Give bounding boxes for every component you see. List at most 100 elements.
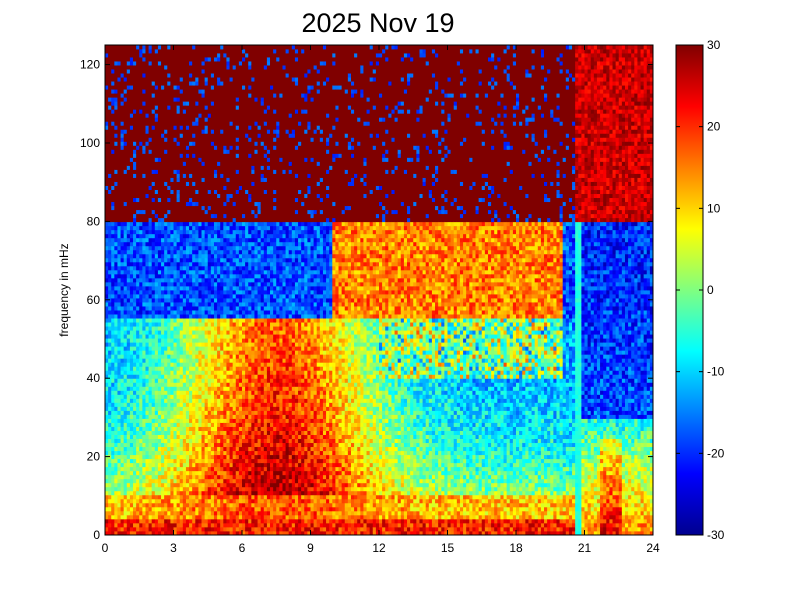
heatmap-cell — [136, 238, 140, 242]
heatmap-cell — [111, 402, 115, 406]
heatmap-cell — [117, 435, 121, 439]
heatmap-cell — [114, 206, 118, 210]
heatmap-cell — [167, 306, 171, 310]
heatmap-cell — [198, 455, 202, 459]
heatmap-cell — [108, 278, 112, 282]
heatmap-cell — [202, 503, 206, 507]
heatmap-cell — [111, 85, 115, 89]
heatmap-cell — [121, 226, 125, 230]
heatmap-cell — [133, 459, 137, 463]
heatmap-cell — [192, 234, 196, 238]
heatmap-cell — [114, 491, 118, 495]
heatmap-cell — [217, 117, 221, 121]
heatmap-cell — [130, 394, 134, 398]
heatmap-cell — [211, 390, 215, 394]
heatmap-cell — [226, 455, 230, 459]
heatmap-cell — [127, 431, 131, 435]
heatmap-cell — [170, 455, 174, 459]
heatmap-cell — [208, 439, 212, 443]
heatmap-cell — [117, 451, 121, 455]
heatmap-cell — [230, 157, 234, 161]
heatmap-cell — [217, 234, 221, 238]
heatmap-cell — [136, 294, 140, 298]
heatmap-cell — [139, 386, 143, 390]
heatmap-cell — [124, 378, 128, 382]
heatmap-cell — [230, 447, 234, 451]
heatmap-cell — [223, 89, 227, 93]
heatmap-cell — [198, 145, 202, 149]
heatmap-cell — [170, 475, 174, 479]
heatmap-cell — [205, 483, 209, 487]
heatmap-cell — [189, 491, 193, 495]
heatmap-cell — [220, 210, 224, 214]
heatmap-cell — [158, 81, 162, 85]
heatmap-cell — [223, 410, 227, 414]
heatmap-cell — [161, 113, 165, 117]
heatmap-cell — [133, 198, 137, 202]
heatmap-cell — [121, 495, 125, 499]
heatmap-cell — [133, 463, 137, 467]
heatmap-cell — [189, 145, 193, 149]
heatmap-cell — [117, 49, 121, 53]
heatmap-cell — [149, 250, 153, 254]
heatmap-cell — [214, 358, 218, 362]
heatmap-cell — [180, 358, 184, 362]
heatmap-cell — [186, 105, 190, 109]
heatmap-cell — [167, 471, 171, 475]
heatmap-cell — [174, 370, 178, 374]
heatmap-cell — [139, 53, 143, 57]
heatmap-cell — [217, 410, 221, 414]
heatmap-cell — [183, 487, 187, 491]
heatmap-cell — [133, 507, 137, 511]
heatmap-cell — [139, 121, 143, 125]
heatmap-cell — [211, 262, 215, 266]
heatmap-cell — [220, 487, 224, 491]
heatmap-cell — [164, 362, 168, 366]
heatmap-cell — [105, 306, 109, 310]
heatmap-cell — [108, 190, 112, 194]
heatmap-cell — [170, 65, 174, 69]
heatmap-cell — [180, 157, 184, 161]
heatmap-cell — [230, 117, 234, 121]
heatmap-cell — [108, 334, 112, 338]
heatmap-cell — [124, 310, 128, 314]
heatmap-cell — [183, 210, 187, 214]
heatmap-cell — [214, 507, 218, 511]
heatmap-cell — [142, 105, 146, 109]
heatmap-cell — [226, 419, 230, 423]
heatmap-cell — [117, 527, 121, 531]
heatmap-cell — [214, 370, 218, 374]
heatmap-cell — [183, 266, 187, 270]
heatmap-cell — [167, 390, 171, 394]
heatmap-cell — [211, 230, 215, 234]
heatmap-cell — [205, 378, 209, 382]
heatmap-cell — [164, 234, 168, 238]
heatmap-cell — [124, 226, 128, 230]
heatmap-cell — [105, 382, 109, 386]
heatmap-cell — [198, 382, 202, 386]
heatmap-cell — [158, 398, 162, 402]
heatmap-cell — [139, 302, 143, 306]
heatmap-cell — [170, 499, 174, 503]
heatmap-cell — [108, 117, 112, 121]
heatmap-cell — [152, 479, 156, 483]
heatmap-cell — [142, 286, 146, 290]
heatmap-cell — [189, 65, 193, 69]
heatmap-cell — [183, 330, 187, 334]
heatmap-cell — [186, 479, 190, 483]
heatmap-cell — [105, 97, 109, 101]
heatmap-cell — [189, 499, 193, 503]
heatmap-cell — [186, 77, 190, 81]
heatmap-cell — [105, 346, 109, 350]
heatmap-cell — [192, 358, 196, 362]
heatmap-cell — [205, 250, 209, 254]
heatmap-cell — [161, 85, 165, 89]
heatmap-cell — [142, 370, 146, 374]
heatmap-cell — [214, 443, 218, 447]
heatmap-cell — [142, 210, 146, 214]
heatmap-cell — [130, 390, 134, 394]
heatmap-cell — [208, 443, 212, 447]
heatmap-cell — [108, 378, 112, 382]
heatmap-cell — [161, 286, 165, 290]
heatmap-cell — [121, 455, 125, 459]
